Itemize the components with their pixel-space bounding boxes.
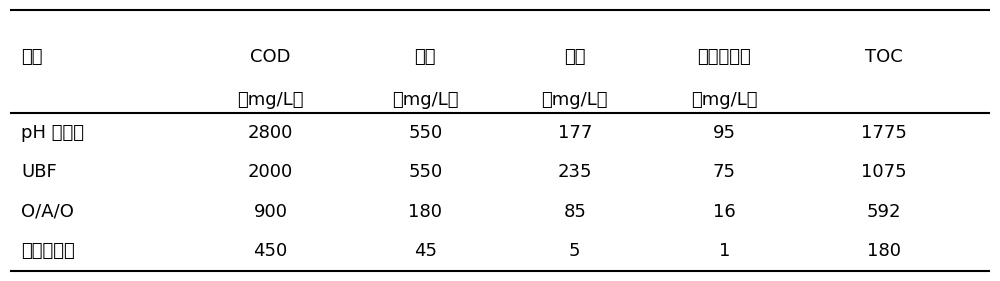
Text: （mg/L）: （mg/L）: [237, 91, 304, 109]
Text: 16: 16: [713, 203, 736, 221]
Text: 900: 900: [254, 203, 288, 221]
Text: 吡啶类物质: 吡啶类物质: [698, 48, 751, 66]
Text: O/A/O: O/A/O: [21, 203, 74, 221]
Text: 1075: 1075: [861, 163, 907, 181]
Text: TOC: TOC: [865, 48, 903, 66]
Text: 2800: 2800: [248, 124, 293, 142]
Text: 电催化氧化: 电催化氧化: [21, 243, 75, 260]
Text: 180: 180: [408, 203, 442, 221]
Text: 235: 235: [558, 163, 592, 181]
Text: 1775: 1775: [861, 124, 907, 142]
Text: （mg/L）: （mg/L）: [392, 91, 458, 109]
Text: 85: 85: [563, 203, 586, 221]
Text: pH 调节池: pH 调节池: [21, 124, 84, 142]
Text: （mg/L）: （mg/L）: [542, 91, 608, 109]
Text: 45: 45: [414, 243, 437, 260]
Text: （mg/L）: （mg/L）: [691, 91, 758, 109]
Text: 5: 5: [569, 243, 581, 260]
Text: 1: 1: [719, 243, 730, 260]
Text: 名称: 名称: [21, 48, 43, 66]
Text: 177: 177: [558, 124, 592, 142]
Text: 450: 450: [254, 243, 288, 260]
Text: COD: COD: [250, 48, 291, 66]
Text: 180: 180: [867, 243, 901, 260]
Text: 氨氮: 氨氮: [564, 48, 586, 66]
Text: 总氮: 总氮: [414, 48, 436, 66]
Text: 550: 550: [408, 124, 442, 142]
Text: 2000: 2000: [248, 163, 293, 181]
Text: 550: 550: [408, 163, 442, 181]
Text: 592: 592: [867, 203, 901, 221]
Text: 95: 95: [713, 124, 736, 142]
Text: UBF: UBF: [21, 163, 57, 181]
Text: 75: 75: [713, 163, 736, 181]
